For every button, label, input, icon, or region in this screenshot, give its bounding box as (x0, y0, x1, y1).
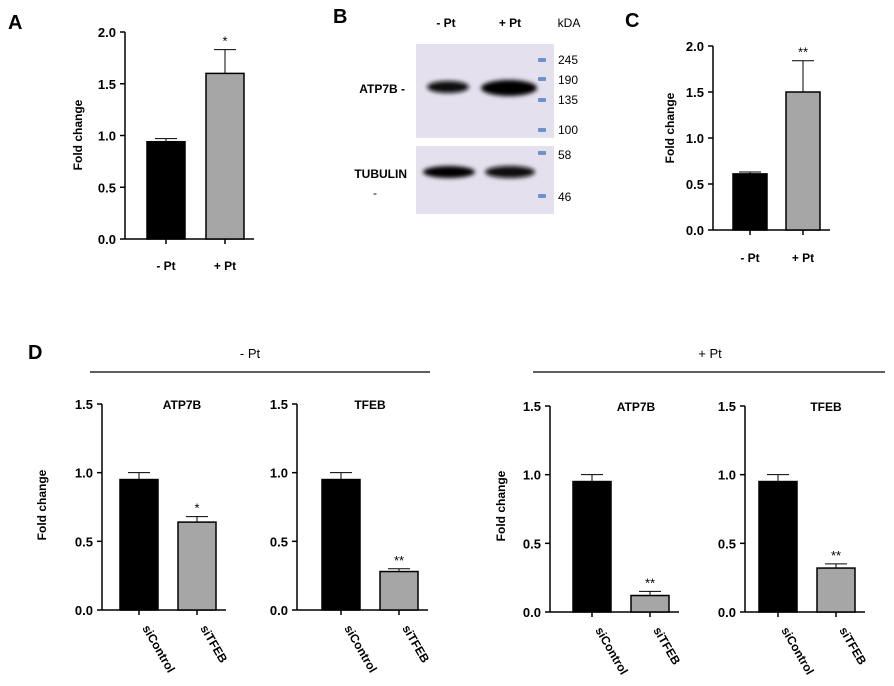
y-tick-label: 0.0 (75, 603, 93, 618)
blot-label-atp7b: ATP7B - (359, 82, 405, 96)
y-tick-label: 1.0 (523, 468, 541, 483)
y-tick-label: 0.0 (686, 223, 704, 238)
bar (379, 570, 419, 611)
bar (177, 521, 217, 611)
x-tick-label: siControl (592, 625, 630, 678)
bar (816, 567, 856, 613)
x-tick-label: siTFEB (399, 623, 432, 666)
x-tick-label: siTFEB (836, 625, 869, 668)
chart-title: TFEB (354, 398, 386, 412)
blot-marker-58: 58 (558, 148, 572, 162)
significance-mark: ** (831, 548, 841, 563)
y-axis-label: Fold change (494, 470, 508, 541)
y-tick-label: 1.0 (718, 468, 736, 483)
y-tick-label: 1.0 (98, 129, 116, 144)
x-tick-label: + Pt (792, 251, 814, 265)
y-tick-label: 1.5 (718, 399, 736, 414)
blot-marker-245: 245 (558, 53, 578, 67)
x-tick-label: siTFEB (197, 623, 230, 666)
y-tick-label: 0.5 (270, 534, 288, 549)
blot-band-tubulin-plus (485, 166, 535, 178)
y-tick-label: 1.5 (75, 397, 93, 412)
y-tick-label: 2.0 (686, 39, 704, 54)
significance-mark: * (222, 34, 227, 49)
y-tick-label: 1.5 (98, 77, 116, 92)
chart-d4: 0.0 0.5 1.0 1.5 TFEB siControl ** siTFEB (718, 399, 869, 677)
bar (785, 91, 821, 231)
blot-label-tubulin-dash: - (373, 186, 377, 200)
panel-letter-d: D (28, 342, 42, 364)
group-header-plus-pt: + Pt (698, 346, 722, 361)
x-tick-label: siControl (139, 623, 177, 676)
y-tick-label: 0.5 (98, 180, 116, 195)
y-tick-label: 1.5 (686, 85, 704, 100)
x-tick-label: siControl (778, 625, 816, 678)
y-tick-label: 0.0 (718, 605, 736, 620)
y-axis-label: Fold change (663, 92, 677, 163)
blot-marker-46: 46 (558, 190, 572, 204)
y-tick-label: 1.0 (270, 466, 288, 481)
blot-label-tubulin: TUBULIN (354, 167, 407, 181)
significance-mark: ** (645, 575, 655, 590)
blot-band-atp7b-plus (481, 80, 537, 96)
y-tick-label: 1.0 (686, 131, 704, 146)
bar (119, 478, 159, 611)
bar (758, 480, 798, 613)
blot-lane-label-minus: - Pt (436, 16, 455, 30)
significance-mark: ** (798, 45, 808, 60)
blot-band-atp7b-minus (427, 81, 469, 93)
bar (205, 72, 245, 240)
y-tick-label: 1.0 (75, 466, 93, 481)
bar (321, 478, 361, 611)
y-tick-label: 2.0 (98, 25, 116, 40)
chart-title: ATP7B (617, 400, 656, 414)
x-tick-label: siControl (341, 623, 379, 676)
bar (572, 480, 612, 613)
western-blot: - Pt + Pt kDA 245 190 135 100 58 46 ATP7… (354, 16, 580, 214)
blot-marker-135: 135 (558, 93, 578, 107)
y-tick-label: 0.0 (98, 232, 116, 247)
y-tick-label: 1.5 (270, 397, 288, 412)
y-axis-label: Fold change (35, 469, 49, 540)
blot-marker-190: 190 (558, 73, 578, 87)
y-tick-label: 0.5 (523, 536, 541, 551)
panel-letter-a: A (8, 12, 22, 34)
significance-mark: ** (394, 553, 404, 568)
chart-d3: 0.0 0.5 1.0 1.5 Fold change ATP7B siControl ** s… (494, 399, 683, 677)
bar (732, 173, 768, 231)
blot-bottom-membrane (416, 146, 554, 214)
chart-d2: 0.0 0.5 1.0 1.5 TFEB siControl ** siTFEB (270, 397, 432, 675)
blot-lane-label-plus: + Pt (499, 16, 521, 30)
y-axis-label: Fold change (71, 99, 85, 170)
x-tick-label: - Pt (740, 251, 759, 265)
y-tick-label: 0.0 (523, 605, 541, 620)
panel-letter-b: B (333, 6, 347, 28)
x-tick-label: siTFEB (650, 625, 683, 668)
blot-band-tubulin-minus (423, 166, 475, 178)
blot-ladder (538, 58, 546, 198)
blot-marker-100: 100 (558, 123, 578, 137)
y-tick-label: 0.5 (75, 534, 93, 549)
x-tick-label: - Pt (156, 259, 175, 273)
group-header-minus-pt: - Pt (240, 346, 261, 361)
chart-a: 0.0 0.5 1.0 1.5 2.0 Fold change - Pt * + Pt (71, 25, 254, 273)
significance-mark: * (194, 501, 199, 516)
chart-title: ATP7B (163, 398, 202, 412)
blot-kda-label: kDA (558, 16, 581, 30)
x-tick-label: + Pt (214, 259, 236, 273)
y-tick-label: 0.0 (270, 603, 288, 618)
bar (630, 594, 670, 613)
panel-letter-c: C (625, 10, 639, 32)
chart-d1: 0.0 0.5 1.0 1.5 Fold change ATP7B siControl * si… (35, 397, 230, 675)
y-tick-label: 1.5 (523, 399, 541, 414)
chart-title: TFEB (810, 400, 842, 414)
bar (146, 140, 186, 240)
y-tick-label: 0.5 (718, 536, 736, 551)
y-tick-label: 0.5 (686, 177, 704, 192)
chart-c: 0.0 0.5 1.0 1.5 2.0 Fold change - Pt ** + Pt (663, 39, 830, 265)
